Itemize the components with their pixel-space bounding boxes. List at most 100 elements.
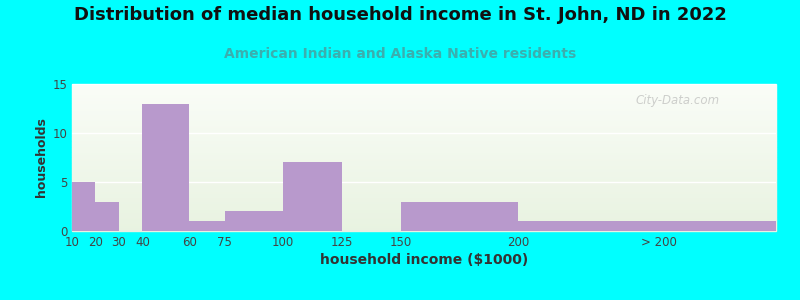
Bar: [72, 95, 776, 96]
Bar: [72, 118, 776, 119]
Bar: [72, 102, 776, 104]
Bar: [72, 107, 776, 109]
Bar: [518, 221, 658, 231]
Bar: [72, 106, 776, 107]
Bar: [72, 225, 776, 226]
Bar: [72, 130, 776, 132]
Bar: [72, 172, 776, 173]
Bar: [72, 208, 776, 209]
Bar: [72, 98, 776, 99]
Bar: [72, 164, 776, 165]
Bar: [72, 116, 776, 117]
Bar: [72, 206, 776, 208]
Bar: [401, 202, 518, 231]
Bar: [72, 220, 776, 221]
Bar: [72, 115, 776, 116]
Bar: [72, 100, 776, 101]
Bar: [225, 212, 283, 231]
Bar: [72, 173, 776, 175]
Bar: [72, 193, 776, 194]
Bar: [72, 155, 776, 156]
Bar: [72, 200, 776, 202]
Bar: [72, 109, 776, 110]
Bar: [72, 85, 776, 86]
Bar: [72, 154, 776, 155]
Bar: [72, 126, 776, 127]
Bar: [72, 192, 776, 193]
Bar: [72, 190, 776, 192]
Bar: [72, 127, 776, 128]
Bar: [72, 205, 776, 206]
X-axis label: household income ($1000): household income ($1000): [320, 253, 528, 267]
Bar: [72, 203, 776, 204]
Bar: [72, 183, 776, 184]
Bar: [72, 165, 776, 166]
Bar: [72, 229, 776, 230]
Bar: [72, 159, 776, 160]
Bar: [72, 93, 776, 94]
Bar: [72, 215, 776, 216]
Bar: [72, 213, 776, 214]
Bar: [142, 103, 190, 231]
Bar: [95, 202, 119, 231]
Bar: [72, 214, 776, 215]
Bar: [72, 177, 776, 178]
Bar: [72, 182, 95, 231]
Bar: [72, 138, 776, 139]
Bar: [72, 113, 776, 115]
Bar: [72, 204, 776, 205]
Bar: [658, 221, 776, 231]
Y-axis label: households: households: [35, 118, 48, 197]
Bar: [72, 142, 776, 143]
Bar: [72, 88, 776, 89]
Bar: [72, 187, 776, 188]
Bar: [72, 221, 776, 222]
Bar: [72, 166, 776, 167]
Bar: [190, 221, 225, 231]
Text: City-Data.com: City-Data.com: [635, 94, 719, 107]
Bar: [72, 134, 776, 135]
Bar: [72, 210, 776, 211]
Bar: [72, 176, 776, 177]
Bar: [72, 105, 776, 106]
Bar: [72, 129, 776, 130]
Bar: [72, 94, 776, 95]
Bar: [72, 128, 776, 129]
Bar: [72, 153, 776, 154]
Bar: [72, 212, 776, 213]
Bar: [72, 179, 776, 181]
Bar: [72, 101, 776, 102]
Bar: [72, 222, 776, 224]
Bar: [72, 175, 776, 176]
Bar: [72, 143, 776, 144]
Bar: [72, 169, 776, 170]
Bar: [72, 136, 776, 137]
Bar: [72, 196, 776, 197]
Bar: [72, 110, 776, 111]
Text: Distribution of median household income in St. John, ND in 2022: Distribution of median household income …: [74, 6, 726, 24]
Bar: [72, 148, 776, 149]
Bar: [283, 162, 342, 231]
Bar: [72, 149, 776, 150]
Bar: [72, 96, 776, 98]
Bar: [72, 86, 776, 88]
Bar: [72, 145, 776, 146]
Bar: [72, 181, 776, 182]
Bar: [72, 150, 776, 152]
Bar: [72, 167, 776, 169]
Bar: [72, 209, 776, 210]
Bar: [72, 171, 776, 172]
Bar: [72, 119, 776, 121]
Bar: [72, 230, 776, 231]
Bar: [72, 144, 776, 145]
Bar: [72, 227, 776, 229]
Bar: [72, 137, 776, 138]
Bar: [72, 99, 776, 100]
Bar: [72, 160, 776, 161]
Bar: [72, 122, 776, 123]
Bar: [72, 140, 776, 142]
Bar: [72, 189, 776, 190]
Bar: [72, 132, 776, 133]
Bar: [72, 121, 776, 122]
Bar: [72, 178, 776, 179]
